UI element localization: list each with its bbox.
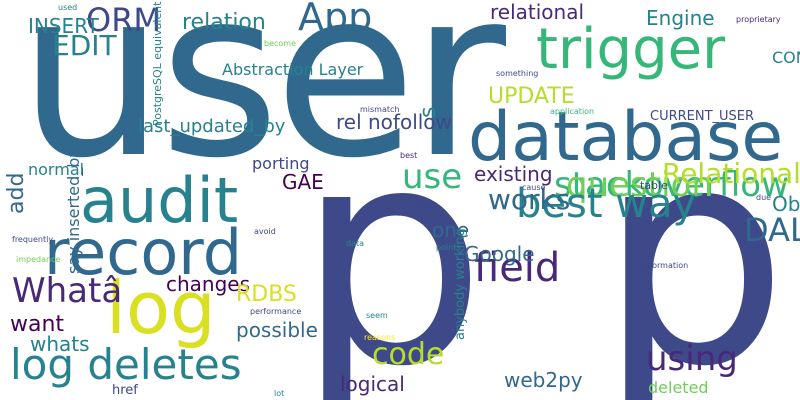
- word-seem: seem: [366, 311, 388, 320]
- word-update: CONTEXT_INFO: [772, 48, 800, 67]
- word-google: one: [432, 218, 470, 242]
- word-using: DAL: [744, 211, 800, 249]
- word-porting: s: [416, 106, 441, 118]
- word-log: log: [106, 266, 216, 350]
- word-existing: GAE: [282, 170, 324, 194]
- word-log-deletes: log deletes: [10, 340, 242, 389]
- word-audit: audit: [80, 164, 239, 237]
- word-deleted: say inserted_by: [64, 148, 83, 274]
- word-proprietary: proprietary: [736, 15, 781, 24]
- word-say-inserted-by: PostgreSQL equivalent: [151, 1, 164, 126]
- word-last-updated-by: deleted: [648, 378, 709, 397]
- word-anybody-working: CURRENT_USER: [650, 109, 755, 124]
- word-want: possible: [236, 318, 318, 342]
- word-abstraction-layer: href: [112, 383, 138, 398]
- word-orm: ORM: [86, 1, 162, 39]
- word-code: Google: [464, 242, 535, 266]
- word-impedance: impedance: [16, 255, 61, 264]
- word-postgresql-equivalent: table: [640, 179, 668, 192]
- word-data: data: [346, 239, 365, 248]
- word-whata: RDBS: [236, 282, 297, 307]
- word-dal: field: [474, 245, 561, 291]
- word-moot: moot: [414, 201, 435, 210]
- word-record: record: [44, 216, 243, 289]
- word-relation: relation: [182, 10, 266, 35]
- word-object: using: [646, 339, 738, 379]
- word-current-user: normal: [28, 160, 85, 179]
- word-relational-mapper: UPDATE: [488, 84, 575, 109]
- word-p-1: p: [296, 83, 487, 400]
- word-user: user: [18, 0, 506, 209]
- word-insert: Abstraction Layer: [222, 60, 364, 79]
- word-rdbs: changes: [166, 272, 251, 296]
- word-points: points: [436, 243, 461, 252]
- word-normal: rel nofollow: [336, 110, 452, 134]
- word-something: something: [496, 69, 539, 78]
- word-context-info: Object: [772, 192, 800, 216]
- word-table: porting: [252, 154, 310, 173]
- word-href: Whatâ: [12, 271, 123, 311]
- word-use: Relational Mapper: [662, 157, 800, 190]
- word-database: database: [468, 98, 784, 177]
- word-performance: performance: [250, 307, 302, 316]
- word-frequently: frequently: [12, 235, 54, 244]
- word-s: EDIT: [52, 29, 117, 62]
- word-relational: relational: [490, 0, 585, 24]
- word-app: App: [298, 0, 373, 39]
- word-information: information: [642, 261, 689, 270]
- word-engine: Engine: [646, 6, 715, 30]
- word-stackoverflow: add: [4, 172, 29, 214]
- word-due: due: [756, 193, 772, 202]
- word-used: used: [58, 3, 78, 12]
- word-changes: whats: [30, 332, 90, 356]
- word-trigger: trigger: [536, 17, 726, 82]
- word-cause: cause: [522, 183, 546, 192]
- word-application: application: [550, 107, 595, 116]
- word-p-2: p: [598, 83, 789, 400]
- word-one: works: [488, 183, 571, 216]
- word-lot: lot: [274, 389, 285, 398]
- word-add: INSERT: [28, 14, 99, 38]
- word-best: best: [400, 151, 418, 160]
- word-edit: last_updated_by: [138, 116, 286, 137]
- word-question: stackoverflow: [554, 165, 789, 205]
- word-whats: want: [10, 312, 65, 337]
- word-works: existing: [474, 162, 553, 186]
- word-avoid: avoid: [254, 227, 276, 236]
- word-field: best way: [516, 181, 697, 227]
- word-web2py: code: [372, 337, 445, 372]
- word-logical: web2py: [504, 368, 583, 392]
- word-gae: use: [402, 157, 463, 197]
- word-mismatch: mismatch: [360, 105, 400, 114]
- word-become: become: [264, 39, 297, 48]
- word-possible: logical: [340, 372, 405, 396]
- word-reasons: reasons: [364, 333, 396, 342]
- word-best-way: question: [566, 165, 713, 205]
